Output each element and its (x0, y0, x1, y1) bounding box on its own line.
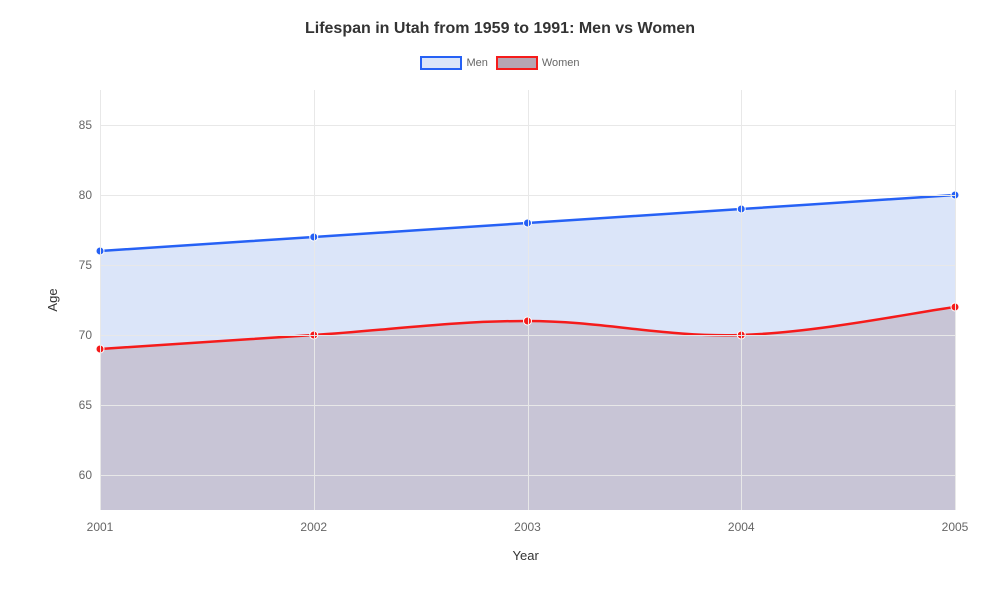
y-tick: 60 (72, 468, 92, 482)
grid-line-v (528, 90, 529, 510)
legend-item-women: Women (496, 56, 580, 70)
y-tick: 70 (72, 328, 92, 342)
legend: Men Women (0, 56, 1000, 70)
x-tick: 2003 (514, 520, 541, 534)
legend-label-men: Men (466, 57, 487, 69)
plot-area (100, 90, 955, 510)
grid-line-v (100, 90, 101, 510)
legend-swatch-women (496, 56, 538, 70)
legend-item-men: Men (420, 56, 487, 70)
y-axis-label: Age (45, 288, 60, 311)
legend-label-women: Women (542, 57, 580, 69)
y-tick: 85 (72, 118, 92, 132)
grid-line-v (741, 90, 742, 510)
grid-line-v (314, 90, 315, 510)
y-tick: 65 (72, 398, 92, 412)
y-tick: 75 (72, 258, 92, 272)
legend-swatch-men (420, 56, 462, 70)
x-tick: 2002 (300, 520, 327, 534)
x-tick: 2004 (728, 520, 755, 534)
x-tick: 2005 (942, 520, 969, 534)
x-tick: 2001 (87, 520, 114, 534)
grid-line-v (955, 90, 956, 510)
x-axis-label: Year (513, 548, 539, 563)
chart-title: Lifespan in Utah from 1959 to 1991: Men … (0, 20, 1000, 38)
y-tick: 80 (72, 188, 92, 202)
chart-container: Lifespan in Utah from 1959 to 1991: Men … (0, 0, 1000, 600)
